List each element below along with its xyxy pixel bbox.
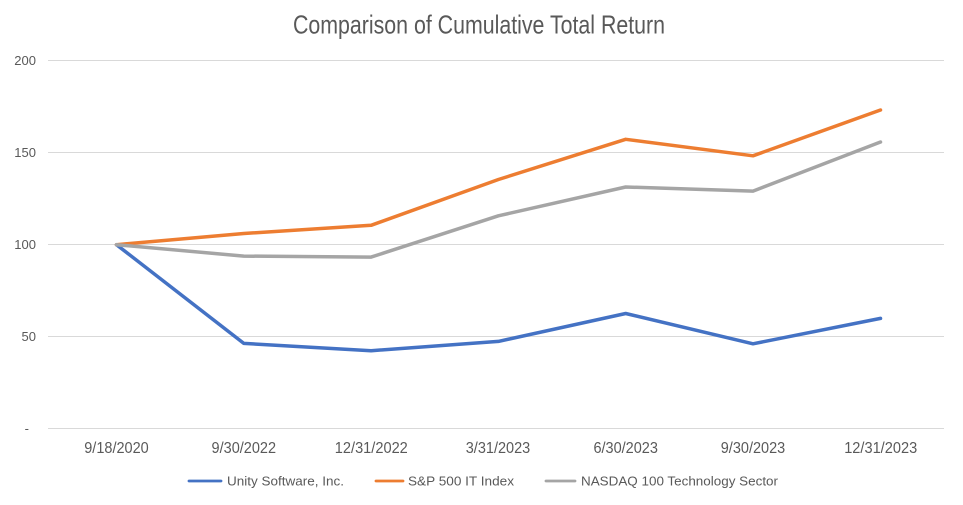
svg-text:Comparison of Cumulative Total: Comparison of Cumulative Total Return — [293, 10, 665, 40]
svg-text:6/30/2023: 6/30/2023 — [593, 440, 658, 457]
svg-text:3/31/2023: 3/31/2023 — [466, 440, 531, 457]
svg-text:-: - — [25, 421, 29, 436]
svg-text:200: 200 — [14, 53, 36, 68]
svg-text:9/30/2022: 9/30/2022 — [212, 440, 277, 457]
svg-text:NASDAQ 100 Technology Sector: NASDAQ 100 Technology Sector — [581, 474, 779, 489]
svg-text:Unity Software, Inc.: Unity Software, Inc. — [227, 474, 344, 489]
svg-text:S&P 500 IT Index: S&P 500 IT Index — [408, 474, 515, 489]
svg-text:12/31/2023: 12/31/2023 — [844, 440, 917, 457]
svg-text:50: 50 — [22, 329, 36, 344]
svg-text:150: 150 — [14, 145, 36, 160]
svg-text:12/31/2022: 12/31/2022 — [335, 440, 408, 457]
svg-text:100: 100 — [14, 237, 36, 252]
svg-text:9/30/2023: 9/30/2023 — [721, 440, 786, 457]
svg-text:9/18/2020: 9/18/2020 — [84, 440, 149, 457]
